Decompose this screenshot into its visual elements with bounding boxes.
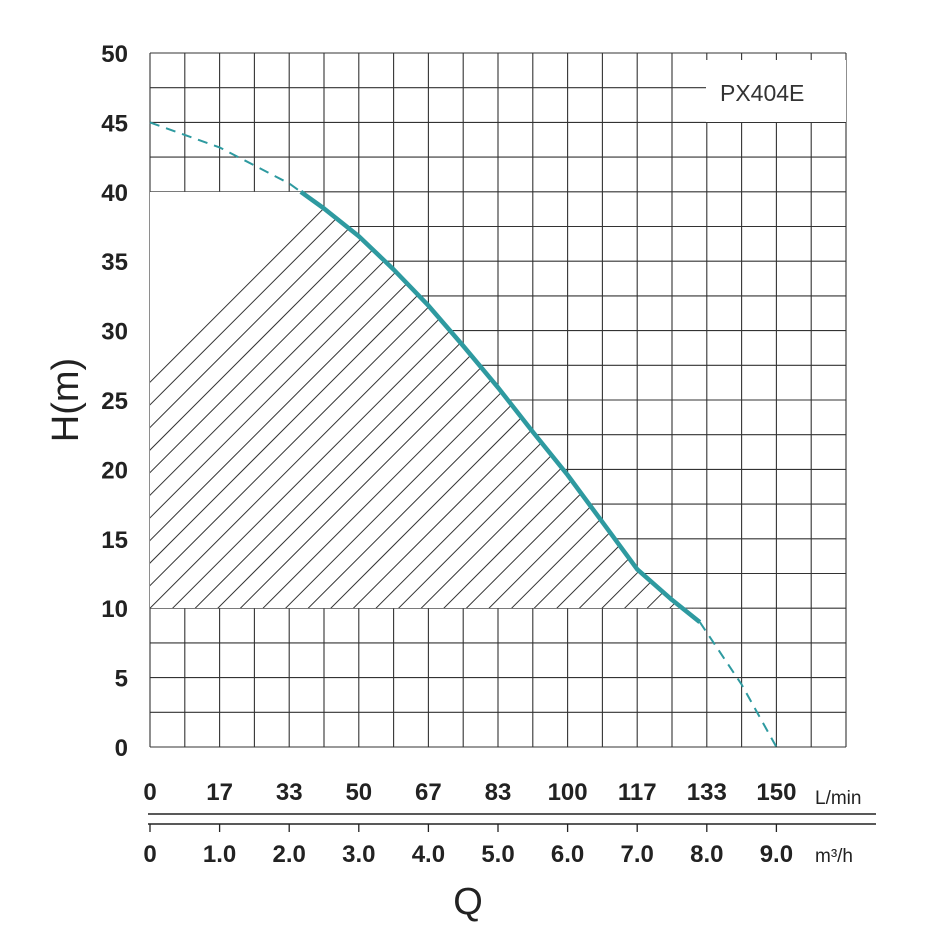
x-tick-label-lpm: 133 [687,779,727,806]
x-tick-label-m3h: 7.0 [621,841,654,868]
y-tick-label: 35 [101,249,128,276]
x-tick-label-m3h: 1.0 [203,841,236,868]
hatch-line [918,192,944,608]
x-tick-label-m3h: 6.0 [551,841,584,868]
x-unit-m3h: m³/h [815,846,853,867]
hatch-line [150,191,341,609]
hatch-line [851,192,944,608]
x-unit-lpm: L/min [815,788,861,809]
x-tick-label-lpm: 17 [206,779,233,806]
y-tick-label: 10 [101,596,128,623]
x-tick-label-m3h: 3.0 [342,841,375,868]
hatch-line [511,191,700,609]
x-tick-label-m3h: 5.0 [481,841,514,868]
y-tick-label: 25 [101,388,128,415]
y-tick-label: 5 [115,666,128,693]
x-tick-labels-lpm: 0 17 33 50 67 83 100 117 133 150 [143,779,796,806]
curve-dashed-start [149,121,302,193]
head-curve [149,121,778,748]
x-tick-label-m3h: 9.0 [760,841,793,868]
y-tick-label: 40 [101,180,128,207]
x-tick-label-lpm: 0 [143,779,156,806]
curve-solid-range [299,189,702,624]
y-tick-labels: 0 5 10 15 20 25 30 35 40 45 50 [101,41,128,762]
x-tick-labels-m3h: 0 1.0 2.0 3.0 4.0 5.0 6.0 7.0 8.0 9.0 [143,824,793,868]
y-tick-label: 30 [101,319,128,346]
y-tick-label: 45 [101,110,128,137]
model-label-box [706,60,846,122]
hatch-line [873,192,944,608]
y-axis-title: H(m) [45,358,87,442]
y-tick-label: 50 [101,41,128,68]
x-tick-label-lpm: 50 [345,779,372,806]
x-tick-label-lpm: 100 [548,779,588,806]
y-tick-label: 15 [101,527,128,554]
x-tick-label-m3h: 4.0 [412,841,445,868]
curve-dashed-end [698,621,778,748]
hatch-line [533,191,700,609]
y-tick-label: 20 [101,457,128,484]
model-label: PX404E [720,80,804,106]
x-tick-label-m3h: 0 [143,841,156,868]
x-tick-label-m3h: 2.0 [273,841,306,868]
hatch-line [150,191,386,609]
x-tick-label-lpm: 150 [756,779,796,806]
hatch-line [896,192,944,608]
x-tick-label-lpm: 67 [415,779,442,806]
hatch-line [150,191,364,609]
x-tick-label-m3h: 8.0 [690,841,723,868]
hatch-line [150,191,432,609]
hatch-line [150,191,409,609]
x-tick-label-lpm: 83 [485,779,512,806]
x-tick-label-lpm: 33 [276,779,303,806]
y-tick-label: 0 [115,735,128,762]
x-axis-title: Q [453,881,483,923]
x-tick-label-lpm: 117 [618,779,657,806]
